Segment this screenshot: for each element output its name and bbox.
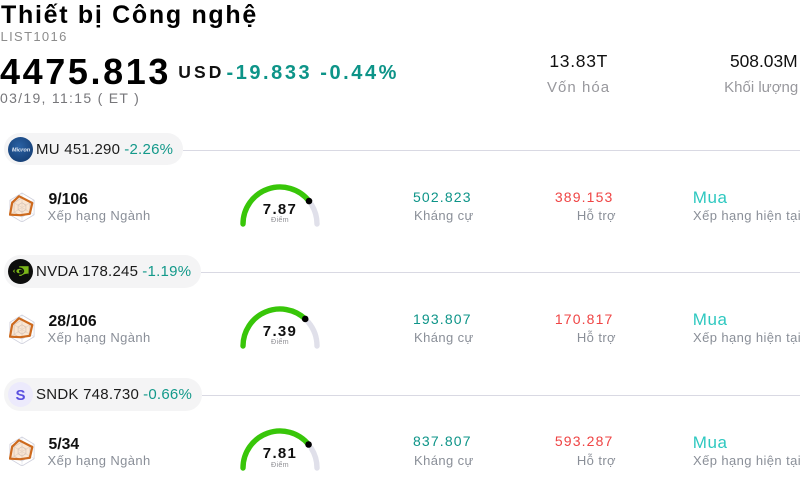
svg-text:S: S [15, 387, 25, 404]
svg-text:Micron: Micron [12, 147, 31, 153]
